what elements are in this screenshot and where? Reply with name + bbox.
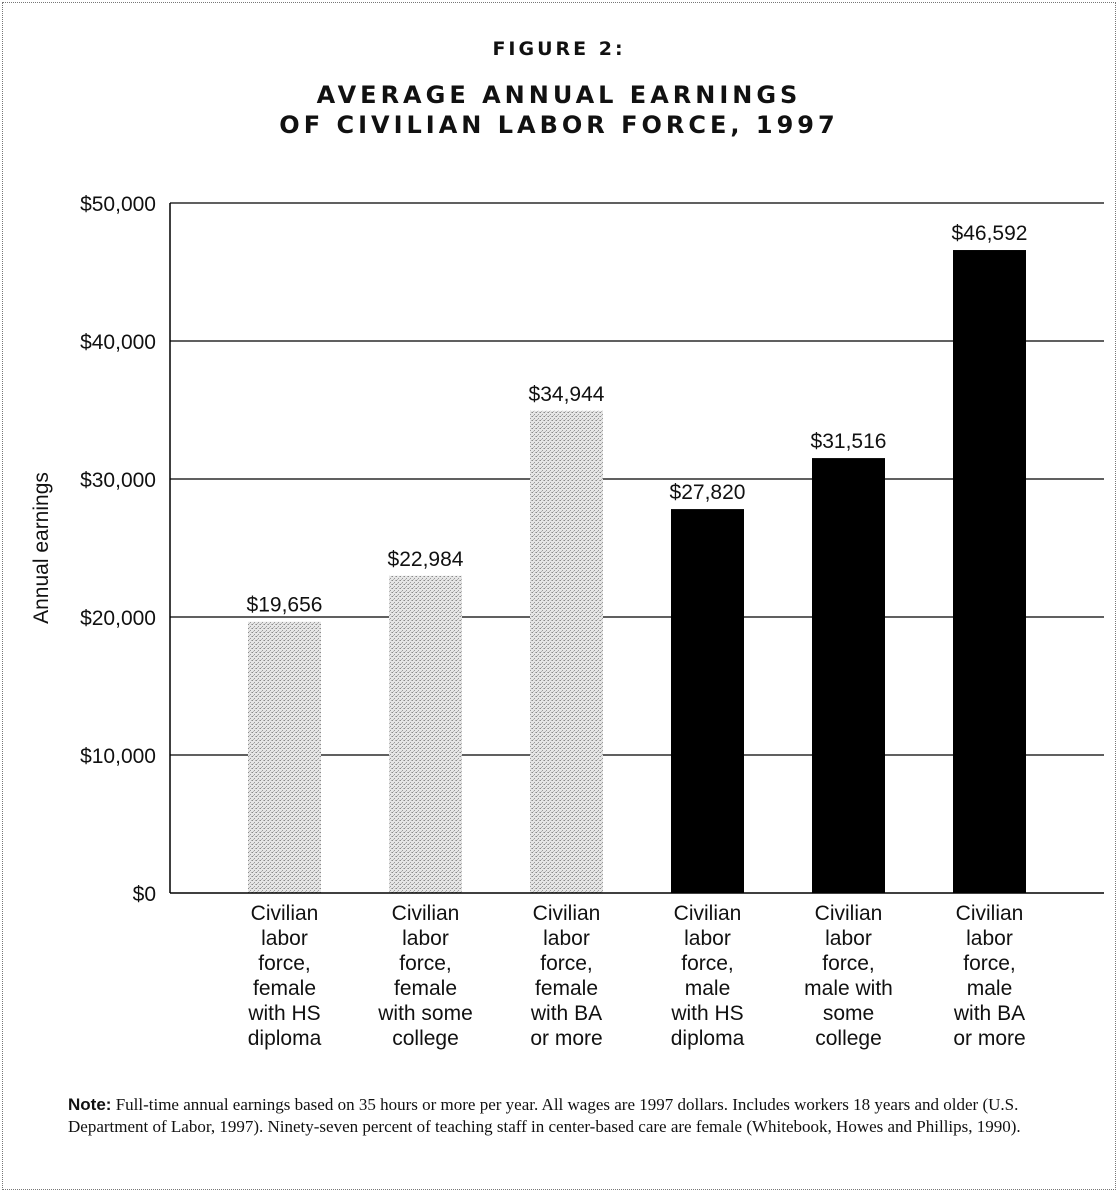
category-label-2: Civilian labor force, female with some colleg… (377, 902, 473, 1050)
value-label-3: $34,944 (529, 383, 605, 406)
category-label-line: college (392, 1027, 459, 1050)
note-label: Note: (68, 1095, 112, 1114)
value-label-1: $19,656 (247, 594, 323, 617)
bar-1 (248, 621, 321, 893)
bar-5 (812, 458, 885, 893)
y-axis-label: Annual earnings (30, 472, 53, 624)
category-label-line: diploma (248, 1027, 322, 1050)
bars (248, 250, 1026, 893)
category-label-line: labor (261, 927, 308, 950)
note-text: Full-time annual earnings based on 35 ho… (68, 1095, 1021, 1136)
y-tick-label: $20,000 (80, 607, 156, 630)
category-label-5: Civilian labor force, male with some college (804, 902, 893, 1050)
footnote: Note: Full-time annual earnings based on… (68, 1094, 1058, 1138)
category-label-line: Civilian (815, 902, 883, 925)
category-label-line: with HS (247, 1002, 320, 1025)
category-label-line: female (394, 977, 457, 1000)
category-label-line: force, (399, 952, 452, 975)
category-label-line: labor (825, 927, 872, 950)
category-label-line: female (535, 977, 598, 1000)
y-tick-label: $10,000 (80, 745, 156, 768)
category-label-line: male with (804, 977, 893, 1000)
y-tick-label: $30,000 (80, 469, 156, 492)
bar-4 (671, 509, 744, 893)
category-label-1: Civilian labor force, female with HS diploma (247, 902, 321, 1050)
bar-3 (530, 410, 603, 893)
category-label-line: force, (681, 952, 734, 975)
labels: $0 $10,000 $20,000 $30,000 $40,000 $50,000 Ann… (30, 193, 1027, 1050)
category-label-line: with BA (953, 1002, 1025, 1025)
category-label-line: male (685, 977, 731, 1000)
category-label-line: force, (258, 952, 311, 975)
value-label-4: $27,820 (670, 481, 746, 504)
figure-label: FIGURE 2: (492, 38, 626, 60)
category-label-line: labor (966, 927, 1013, 950)
y-tick-label: $0 (133, 883, 156, 906)
category-label-line: some (823, 1002, 874, 1025)
category-label-4: Civilian labor force, male with HS diploma (670, 902, 744, 1050)
category-label-line: with HS (670, 1002, 743, 1025)
category-label-line: force, (963, 952, 1016, 975)
category-label-line: Civilian (251, 902, 319, 925)
category-label-line: labor (543, 927, 590, 950)
category-label-line: male (967, 977, 1013, 1000)
category-label-line: Civilian (674, 902, 742, 925)
category-label-line: with some (377, 1002, 473, 1025)
category-label-6: Civilian labor force, male with BA or more (953, 902, 1026, 1050)
bar-chart: $0 $10,000 $20,000 $30,000 $40,000 $50,000 Ann… (30, 193, 1104, 1050)
category-label-line: or more (530, 1027, 602, 1050)
category-label-line: female (253, 977, 316, 1000)
chart-title-line-2: OF CIVILIAN LABOR FORCE, 1997 (279, 111, 839, 139)
category-label-line: Civilian (392, 902, 460, 925)
bar-2 (389, 575, 462, 893)
category-label-line: labor (402, 927, 449, 950)
category-label-line: college (815, 1027, 882, 1050)
category-label-line: labor (684, 927, 731, 950)
category-label-line: with BA (530, 1002, 602, 1025)
category-label-line: diploma (671, 1027, 745, 1050)
chart-title-line-1: AVERAGE ANNUAL EARNINGS (316, 81, 802, 109)
bar-6 (953, 250, 1026, 893)
category-label-3: Civilian labor force, female with BA or more (530, 902, 603, 1050)
category-label-line: force, (540, 952, 593, 975)
axes (169, 203, 1104, 894)
category-label-line: Civilian (956, 902, 1024, 925)
value-label-6: $46,592 (952, 222, 1028, 245)
y-tick-label: $40,000 (80, 331, 156, 354)
grid-lines (170, 202, 1104, 756)
value-label-2: $22,984 (388, 548, 464, 571)
y-tick-label: $50,000 (80, 193, 156, 216)
category-label-line: Civilian (533, 902, 601, 925)
value-label-5: $31,516 (811, 430, 887, 453)
category-label-line: or more (953, 1027, 1025, 1050)
category-label-line: force, (822, 952, 875, 975)
